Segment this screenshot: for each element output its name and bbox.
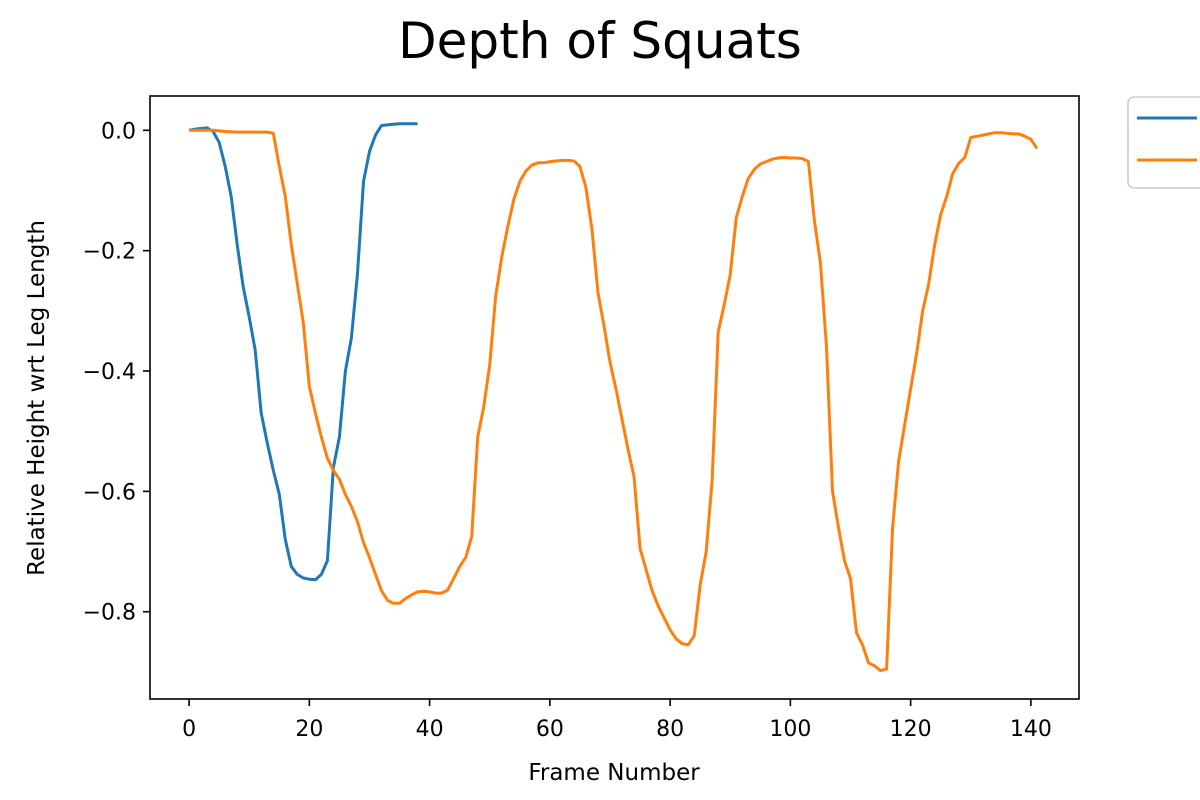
y-tick-label: −0.8 xyxy=(83,601,136,626)
y-tick-label: 0.0 xyxy=(101,119,136,144)
x-tick-label: 80 xyxy=(656,717,684,742)
y-tick-label: −0.4 xyxy=(83,360,136,385)
series-layer xyxy=(188,122,1039,673)
chart-title: Depth of Squats xyxy=(398,12,802,70)
x-tick-label: 40 xyxy=(416,717,444,742)
y-axis-label: Relative Height wrt Leg Length xyxy=(24,220,50,576)
legend xyxy=(1127,96,1200,189)
x-axis: 0 20 40 60 80 100 120 140 xyxy=(182,699,1052,742)
plot-frame xyxy=(149,95,1080,700)
x-tick-label: 20 xyxy=(295,717,323,742)
series-line-2 xyxy=(189,128,1039,673)
x-axis-label: Frame Number xyxy=(528,760,700,786)
y-tick-label: −0.2 xyxy=(83,240,136,265)
x-tick-label: 120 xyxy=(890,717,932,742)
x-tick-label: 60 xyxy=(536,717,564,742)
legend-box xyxy=(1127,96,1200,189)
x-tick-label: 0 xyxy=(182,717,196,742)
y-tick-label: −0.6 xyxy=(83,480,136,505)
y-axis: 0.0 −0.2 −0.4 −0.6 −0.8 xyxy=(83,119,150,626)
x-tick-label: 140 xyxy=(1010,717,1052,742)
series-line-1 xyxy=(188,122,418,582)
x-tick-label: 100 xyxy=(769,717,811,742)
